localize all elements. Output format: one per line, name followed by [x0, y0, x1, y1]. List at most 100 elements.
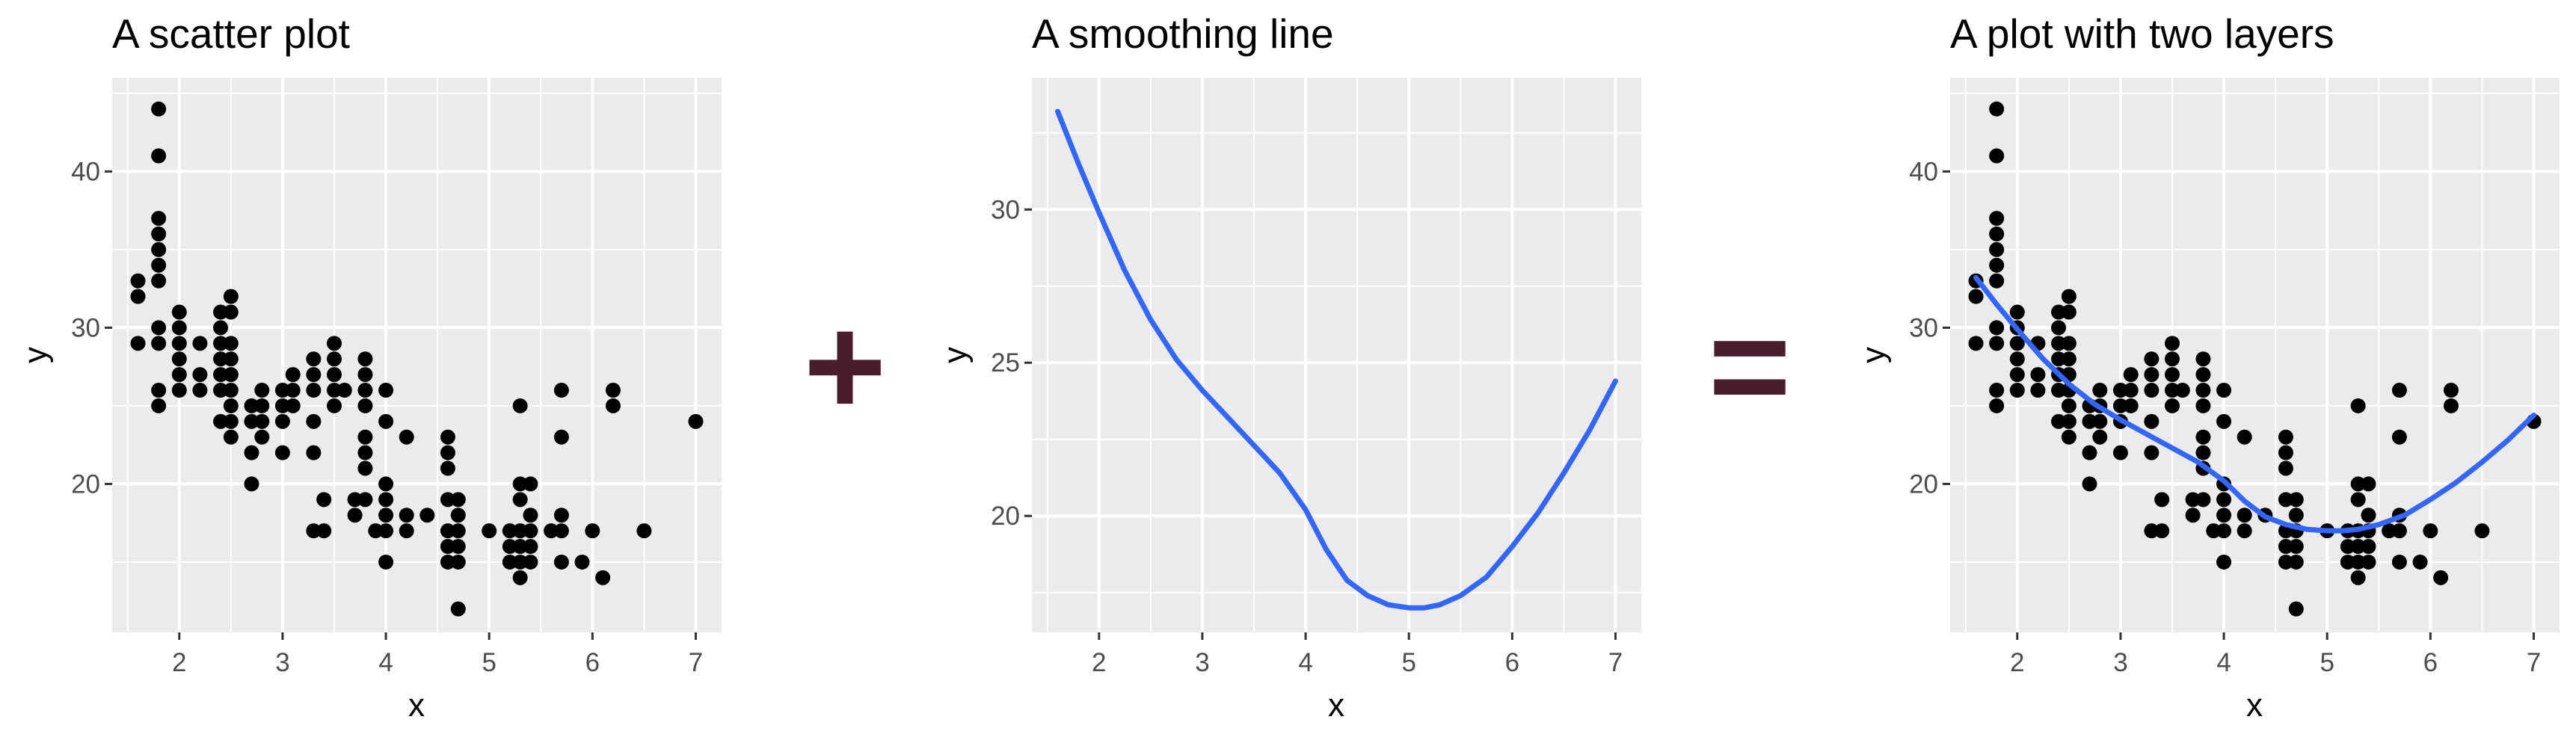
smooth-line [1055, 108, 1618, 611]
data-point [2278, 492, 2293, 508]
x-tick-label: 3 [2113, 648, 2127, 677]
data-point [2112, 398, 2128, 413]
x-tick-label: 6 [1505, 648, 1519, 677]
data-point [2144, 367, 2160, 383]
data-point [2174, 383, 2190, 398]
data-point [502, 539, 517, 555]
data-point [2278, 460, 2293, 476]
smooth-layer [1973, 275, 2536, 534]
data-point [378, 383, 394, 398]
data-point [2350, 492, 2366, 508]
data-point [440, 445, 455, 460]
data-point [399, 508, 414, 523]
data-point [192, 383, 208, 398]
x-tick-label: 5 [1401, 648, 1415, 677]
data-point [2164, 367, 2180, 383]
data-point [326, 351, 342, 367]
data-point [2206, 523, 2222, 539]
data-point [1968, 289, 1984, 304]
data-point [440, 523, 455, 539]
data-point [2216, 554, 2232, 570]
data-point [2216, 523, 2232, 539]
data-point [2340, 554, 2355, 570]
data-point [2391, 429, 2407, 445]
data-point [151, 148, 167, 164]
data-point [1989, 226, 2005, 242]
points-layer [130, 101, 704, 617]
data-point [326, 383, 342, 398]
data-point [151, 320, 167, 336]
y-tick-label: 25 [991, 348, 1020, 377]
data-point [2144, 445, 2160, 460]
data-point [171, 320, 187, 336]
data-point [523, 508, 538, 523]
data-point [2412, 554, 2428, 570]
data-point [151, 383, 167, 398]
data-point [213, 383, 229, 398]
axis-ticks: 2 3 4 5 6 7 20 30 40 [71, 157, 703, 677]
data-point [512, 523, 528, 539]
data-point [2237, 429, 2252, 445]
data-point [2009, 383, 2025, 398]
gridlines [1032, 78, 1641, 632]
data-point [512, 492, 528, 508]
data-point [605, 398, 621, 413]
x-tick-label: 3 [275, 648, 289, 677]
data-point [688, 413, 704, 429]
data-point [440, 554, 455, 570]
data-point [502, 554, 517, 570]
data-point [306, 445, 322, 460]
data-point [2061, 398, 2077, 413]
data-point [2061, 413, 2077, 429]
data-point [213, 351, 229, 367]
data-point [285, 383, 301, 398]
x-tick-label: 4 [378, 648, 393, 677]
data-point [2092, 429, 2108, 445]
data-point [553, 508, 569, 523]
data-point [2350, 570, 2366, 585]
data-point [192, 367, 208, 383]
data-point [171, 304, 187, 320]
data-point [2112, 445, 2128, 460]
data-point [2051, 413, 2067, 429]
data-point [440, 539, 455, 555]
data-point [223, 383, 239, 398]
data-point [2051, 320, 2067, 336]
panel-scatter-plot: A scatter plot 2 3 4 5 6 7 20 30 40 x y [17, 10, 722, 724]
panel-two-layers: A plot with two layers 2 3 4 5 6 7 20 30 40 x y [1855, 10, 2560, 724]
data-point [244, 398, 259, 413]
data-point [544, 523, 559, 539]
data-point [1989, 211, 2005, 226]
data-point [378, 554, 394, 570]
data-point [223, 336, 239, 351]
data-point [2350, 476, 2366, 492]
data-point [357, 492, 373, 508]
data-point [2237, 523, 2252, 539]
data-point [553, 523, 569, 539]
data-point [357, 460, 373, 476]
data-point [274, 398, 290, 413]
data-point [440, 460, 455, 476]
data-point [1989, 273, 2005, 289]
y-axis-label: y [17, 347, 54, 363]
data-point [151, 336, 167, 351]
x-tick-label: 7 [2527, 648, 2541, 677]
data-point [1989, 320, 2005, 336]
smooth-layer [1055, 108, 1618, 611]
data-point [223, 304, 239, 320]
data-point [2164, 336, 2180, 351]
data-point [378, 492, 394, 508]
data-point [274, 445, 290, 460]
data-point [378, 476, 394, 492]
data-point [2051, 336, 2067, 351]
data-point [2061, 429, 2077, 445]
data-point [1989, 101, 2005, 117]
data-point [285, 367, 301, 383]
data-point [2216, 492, 2232, 508]
data-point [151, 398, 167, 413]
data-point [171, 383, 187, 398]
data-point [2278, 554, 2293, 570]
data-point [482, 523, 497, 539]
data-point [347, 492, 363, 508]
data-point [605, 383, 621, 398]
